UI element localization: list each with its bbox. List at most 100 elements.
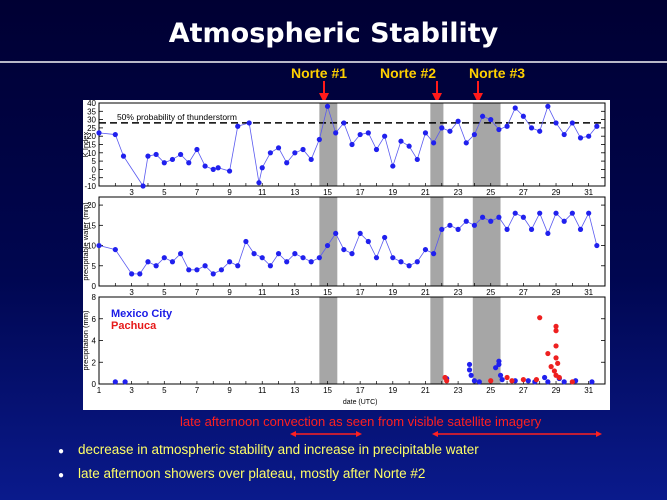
data-point [251,251,257,257]
x-tick-label: 3 [129,288,134,297]
data-point [406,143,412,149]
data-point [275,251,282,257]
x-tick-label: 29 [552,188,561,197]
slide-title: Atmospheric Stability [168,18,499,49]
data-point [561,131,567,138]
shaded-period-3 [472,103,501,186]
data-point [471,131,478,138]
data-point [569,379,575,385]
x-tick-label: 5 [162,288,167,297]
data-point [256,180,262,186]
data-point [553,355,559,361]
data-point [556,374,562,381]
x-tick-label: 7 [195,188,200,197]
data-point [129,271,135,277]
data-point [218,267,225,273]
data-point [504,123,510,129]
data-point [169,156,176,163]
data-point [267,263,273,269]
data-point [497,372,504,378]
data-point [145,153,151,159]
x-tick-label: 25 [486,188,495,197]
x-tick-label: 25 [486,386,495,395]
data-point [333,130,339,136]
x-tick-label: 3 [129,386,134,395]
x-tick-label: 27 [519,288,528,297]
norte-3-label: Norte #3 [469,65,526,81]
x-tick-label: 5 [162,386,167,395]
y-tick-label: 2 [92,358,97,367]
data-point [488,117,494,123]
data-point [284,259,290,265]
data-point [577,226,584,232]
data-point [341,246,347,253]
x-tick-label: 27 [519,386,528,395]
data-point [455,118,461,124]
x-tick-label: 23 [454,188,463,197]
data-point [439,226,445,232]
data-point [447,128,453,134]
shaded-period-2 [430,103,444,186]
satellite-caption: late afternoon convection as seen from v… [180,414,542,429]
x-tick-label: 19 [388,386,397,395]
data-point [194,146,200,153]
data-point [468,372,474,378]
y-axis-label: precipitable water (mm) [83,202,90,281]
x-tick-label: 27 [519,188,528,197]
data-point [561,379,567,385]
data-point [186,267,192,273]
y-tick-label: -5 [89,174,97,183]
y-tick-label: 30 [87,116,96,125]
x-tick-label: 17 [356,288,365,297]
data-point [545,350,551,357]
x-tick-label: 17 [356,188,365,197]
data-point [341,120,347,126]
data-point [161,160,167,166]
data-point [471,222,478,228]
data-point [512,210,518,216]
data-point [439,125,445,131]
shaded-period-1 [319,103,338,186]
data-point [496,361,502,368]
x-tick-label: 31 [584,386,593,395]
data-point [569,120,575,126]
title-divider [0,61,667,63]
data-point [246,120,252,126]
y-tick-label: 35 [87,107,96,116]
data-point [243,238,249,245]
data-point [357,230,363,237]
x-tick-label: 15 [323,188,332,197]
bullet-dot-icon: ● [58,470,65,481]
data-point [553,120,559,126]
data-point [589,379,595,385]
data-point [553,343,559,349]
y-tick-label: 10 [87,242,96,251]
data-point [284,160,290,166]
data-point [153,263,159,269]
x-tick-label: 1 [97,386,102,395]
x-tick-label: 11 [258,288,267,297]
x-tick-label: 5 [162,188,167,197]
data-point [194,267,200,273]
data-point [186,160,192,166]
series-mexico-city [112,358,595,385]
panel-frame [98,296,606,385]
x-tick-label: 9 [227,188,232,197]
data-point [308,259,314,265]
data-point [444,378,450,384]
data-point [235,263,241,269]
data-point [488,378,494,384]
y-tick-label: 6 [92,315,97,324]
y-tick-label: 20 [87,132,96,141]
data-point [153,151,159,158]
data-point [210,166,216,172]
y-tick-label: 15 [87,221,96,230]
data-point [569,210,575,216]
norte-3-arrow-icon [473,81,483,103]
data-point [471,378,478,384]
series-k-index [96,103,600,189]
data-point [504,374,510,381]
data-point [528,125,535,131]
data-point [390,255,396,261]
x-tick-label: 29 [552,386,561,395]
